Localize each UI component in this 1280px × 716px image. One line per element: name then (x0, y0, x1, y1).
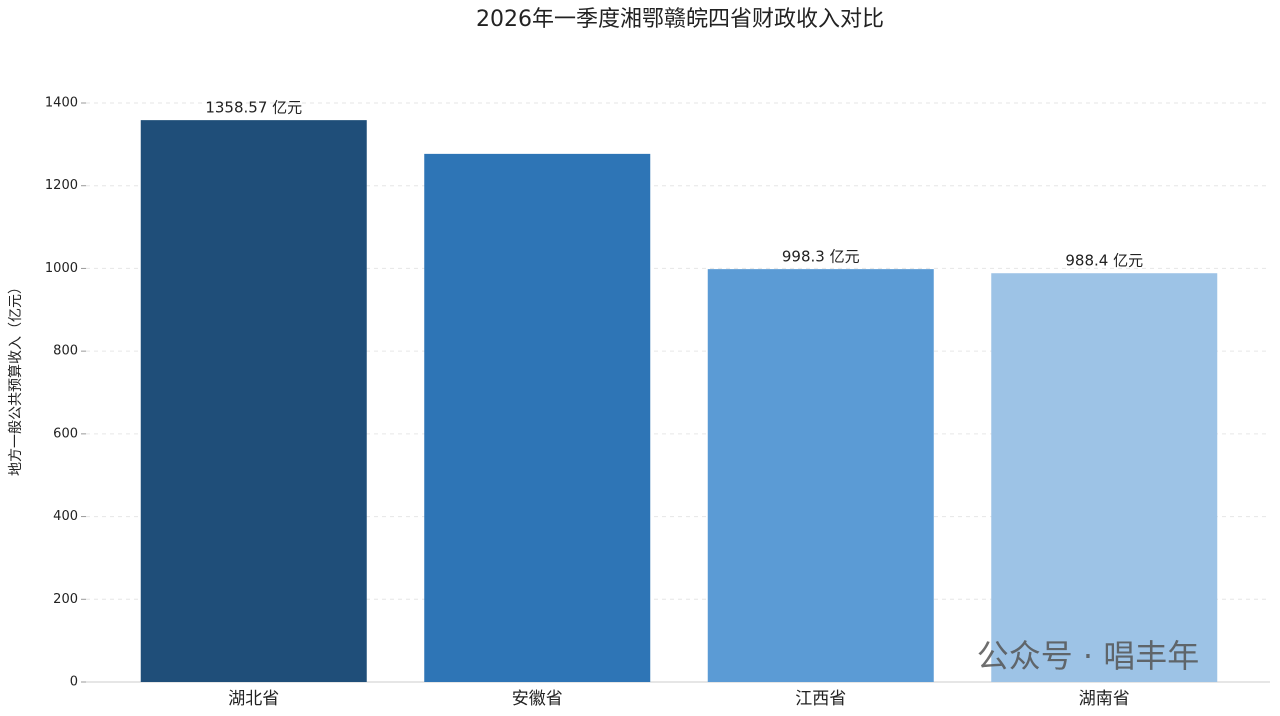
y-tick-label: 200 (53, 592, 78, 607)
value-label: 988.4 亿元 (1065, 252, 1143, 270)
bar (991, 273, 1218, 682)
bar (707, 269, 934, 682)
y-tick-label: 400 (53, 509, 78, 524)
chart-title: 2026年一季度湘鄂赣皖四省财政收入对比 (476, 7, 884, 32)
value-label: 1358.57 亿元 (205, 99, 302, 117)
x-tick-label: 湖北省 (228, 689, 279, 709)
x-tick-label: 江西省 (795, 689, 846, 709)
y-tick-label: 1000 (45, 261, 78, 276)
bar (140, 120, 367, 682)
y-tick-label: 600 (53, 426, 78, 441)
bar (424, 153, 651, 683)
y-tick-label: 1400 (45, 96, 78, 111)
y-tick-label: 0 (70, 675, 78, 690)
watermark: 公众号 · 唱丰年 (977, 637, 1200, 675)
x-tick-label: 安徽省 (512, 689, 563, 709)
value-label: 998.3 亿元 (782, 248, 860, 266)
y-axis-label: 地方一般公共预算收入（亿元） (8, 280, 24, 476)
y-tick-label: 800 (53, 344, 78, 359)
x-tick-label: 湖南省 (1079, 689, 1130, 709)
y-tick-label: 1200 (45, 178, 78, 193)
